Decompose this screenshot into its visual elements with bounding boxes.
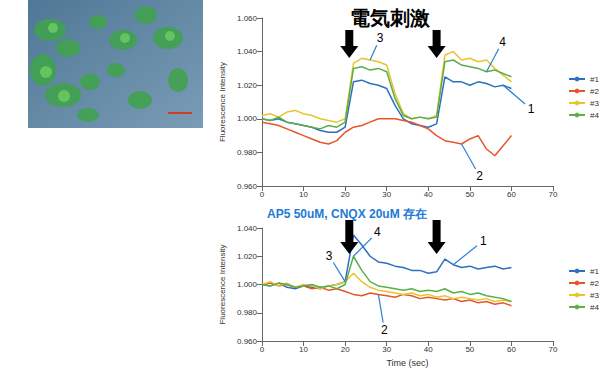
svg-text:Fluorescence Intensity: Fluorescence Intensity	[218, 244, 227, 324]
svg-text:1.040: 1.040	[237, 224, 258, 233]
svg-text:10: 10	[299, 345, 308, 354]
svg-text:0.960: 0.960	[237, 337, 258, 346]
svg-text:#3: #3	[590, 99, 599, 108]
svg-text:1.020: 1.020	[237, 81, 258, 90]
svg-text:40: 40	[424, 345, 433, 354]
svg-text:#1: #1	[590, 75, 599, 84]
svg-text:電気刺激: 電気刺激	[350, 7, 431, 29]
svg-text:0: 0	[260, 190, 265, 199]
svg-text:2: 2	[381, 323, 388, 337]
svg-text:Time (sec): Time (sec)	[386, 358, 428, 368]
svg-text:10: 10	[299, 190, 308, 199]
svg-text:1: 1	[480, 234, 487, 248]
svg-text:3: 3	[377, 31, 384, 45]
svg-text:1.040: 1.040	[237, 47, 258, 56]
svg-text:4: 4	[499, 35, 506, 49]
svg-text:4: 4	[374, 225, 381, 239]
svg-text:20: 20	[341, 345, 350, 354]
svg-text:60: 60	[507, 190, 516, 199]
svg-text:0.980: 0.980	[237, 148, 258, 157]
svg-text:#4: #4	[590, 111, 599, 120]
svg-text:#2: #2	[590, 87, 599, 96]
svg-text:AP5 50uM, CNQX 20uM 存在: AP5 50uM, CNQX 20uM 存在	[267, 207, 427, 221]
svg-text:70: 70	[549, 345, 558, 354]
svg-text:#3: #3	[590, 291, 599, 300]
svg-text:#2: #2	[590, 279, 599, 288]
svg-text:1.000: 1.000	[237, 280, 258, 289]
svg-text:0.960: 0.960	[237, 182, 258, 191]
svg-text:Fluorescence Intensity: Fluorescence Intensity	[218, 62, 227, 142]
svg-text:0: 0	[260, 345, 265, 354]
svg-text:20: 20	[341, 190, 350, 199]
svg-text:50: 50	[465, 345, 474, 354]
svg-text:40: 40	[424, 190, 433, 199]
svg-text:1.000: 1.000	[237, 114, 258, 123]
svg-text:1.020: 1.020	[237, 252, 258, 261]
svg-text:1.060: 1.060	[237, 14, 258, 23]
svg-text:0.980: 0.980	[237, 308, 258, 317]
svg-text:#1: #1	[590, 267, 599, 276]
svg-text:30: 30	[382, 345, 391, 354]
svg-text:70: 70	[549, 190, 558, 199]
svg-text:3: 3	[326, 249, 333, 263]
svg-text:50: 50	[465, 190, 474, 199]
svg-text:1: 1	[528, 102, 535, 116]
svg-text:60: 60	[507, 345, 516, 354]
svg-text:30: 30	[382, 190, 391, 199]
svg-text:2: 2	[476, 169, 483, 183]
svg-text:#4: #4	[590, 303, 599, 312]
